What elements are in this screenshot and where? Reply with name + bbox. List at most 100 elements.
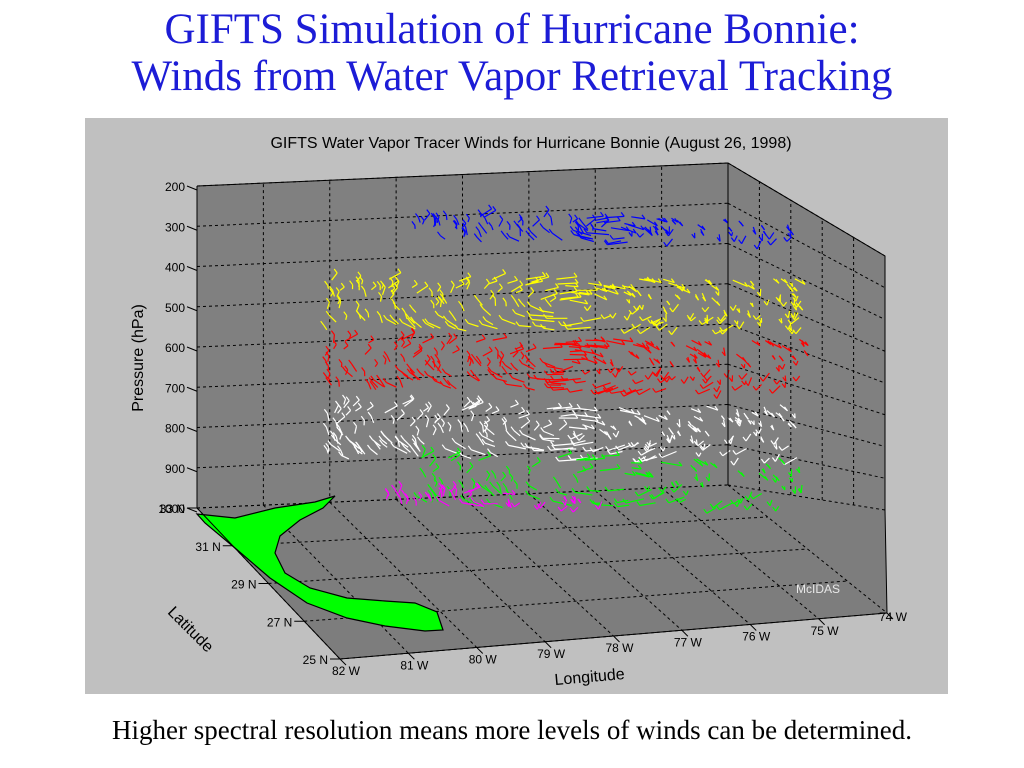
wind-vector: [542, 310, 554, 314]
wind-barb: [586, 453, 591, 459]
wind-barb: [629, 337, 634, 342]
wind-barb: [576, 403, 581, 409]
wind-barb: [777, 343, 782, 349]
wind-barb: [740, 363, 745, 369]
wind-vector: [444, 372, 452, 377]
wind-barb: [409, 444, 414, 450]
wind-vector: [654, 491, 665, 499]
wind-barb: [340, 282, 345, 288]
wind-barb: [320, 320, 325, 326]
wind-vector: [402, 398, 415, 405]
wind-barb: [486, 498, 491, 504]
wind-vector: [618, 365, 624, 373]
wind-vector: [740, 497, 744, 504]
wind-barb: [686, 358, 690, 363]
wind-barb: [502, 379, 507, 385]
wind-vector: [790, 317, 800, 325]
wind-vector: [698, 388, 711, 395]
wind-barb: [499, 215, 504, 220]
wind-vector: [586, 215, 604, 219]
back-wall-plane: [197, 163, 885, 510]
wind-barb: [393, 341, 398, 347]
wind-barb: [372, 281, 377, 287]
wind-barb: [756, 321, 761, 327]
wind-barb: [498, 283, 503, 289]
wind-barb: [360, 285, 365, 291]
wind-vector: [603, 315, 612, 320]
wind-vector: [514, 502, 521, 508]
wind-vector: [786, 236, 793, 242]
wind-barb: [376, 280, 381, 286]
wind-vector: [425, 418, 430, 428]
wind-barb: [703, 376, 708, 381]
wind-barb: [442, 377, 447, 383]
wind-vector: [506, 383, 522, 388]
wind-vector: [702, 444, 711, 451]
wind-vector: [527, 290, 535, 298]
wind-barb: [752, 315, 757, 320]
wind-barb: [432, 213, 437, 218]
wind-barb: [557, 506, 562, 512]
wind-vector: [456, 219, 460, 226]
wind-barb: [396, 375, 401, 381]
wind-barb: [448, 332, 453, 338]
wind-vector: [581, 418, 599, 422]
wind-barb: [558, 320, 562, 326]
wind-barb: [644, 486, 649, 491]
wind-vector: [545, 286, 559, 292]
wind-barb: [518, 214, 523, 219]
wind-barb: [702, 378, 707, 384]
wind-barb: [433, 478, 438, 483]
wind-vector: [522, 433, 536, 441]
chart-3d-wind-plot: GIFTS Water Vapor Tracer Winds for Hurri…: [130, 135, 908, 689]
wind-barb: [763, 300, 768, 306]
wind-vector: [437, 286, 442, 292]
wind-vector: [467, 354, 471, 363]
wind-barb: [355, 300, 360, 306]
wind-barb: [515, 321, 520, 326]
wind-barb: [533, 505, 538, 510]
wind-vector: [569, 217, 573, 224]
wind-vector: [603, 285, 616, 290]
wind-vector: [413, 347, 423, 355]
wind-barb: [780, 301, 784, 307]
wind-vector: [473, 373, 481, 382]
wind-vector: [553, 378, 569, 381]
wind-barb: [380, 430, 385, 436]
wind-barb: [770, 440, 775, 445]
wind-barb: [547, 378, 552, 384]
wind-barb: [665, 229, 670, 235]
wind-vector: [471, 449, 486, 456]
wind-barb: [360, 415, 365, 421]
wind-vector: [660, 461, 683, 467]
wind-vector: [404, 493, 410, 502]
wind-barb: [550, 441, 555, 446]
wind-vector: [560, 505, 568, 512]
wind-vector: [583, 317, 602, 322]
wind-barb: [512, 308, 516, 314]
wind-vector: [446, 319, 458, 328]
wind-barb: [441, 485, 446, 491]
wind-vector: [468, 322, 479, 328]
wind-barb: [637, 291, 642, 297]
wind-barb: [457, 447, 461, 453]
wind-vector: [460, 304, 465, 312]
wind-barb: [571, 488, 576, 493]
wind-vector: [531, 460, 541, 468]
wind-vector: [386, 355, 391, 363]
z-tick-mark: [186, 306, 198, 312]
wind-barb: [638, 305, 643, 310]
wind-vector: [482, 350, 493, 357]
wind-barb: [655, 417, 660, 422]
wind-barb: [666, 438, 671, 444]
wind-barb: [436, 413, 441, 418]
wind-barb: [616, 216, 621, 222]
z-tick-label: 900: [165, 462, 185, 476]
wind-barb: [503, 333, 508, 338]
z-tick-label: 800: [165, 422, 185, 436]
wind-barb: [390, 289, 395, 295]
wind-barb: [695, 295, 699, 301]
wind-vector: [661, 486, 667, 493]
wind-barb: [612, 425, 617, 431]
wind-barb: [367, 411, 372, 417]
